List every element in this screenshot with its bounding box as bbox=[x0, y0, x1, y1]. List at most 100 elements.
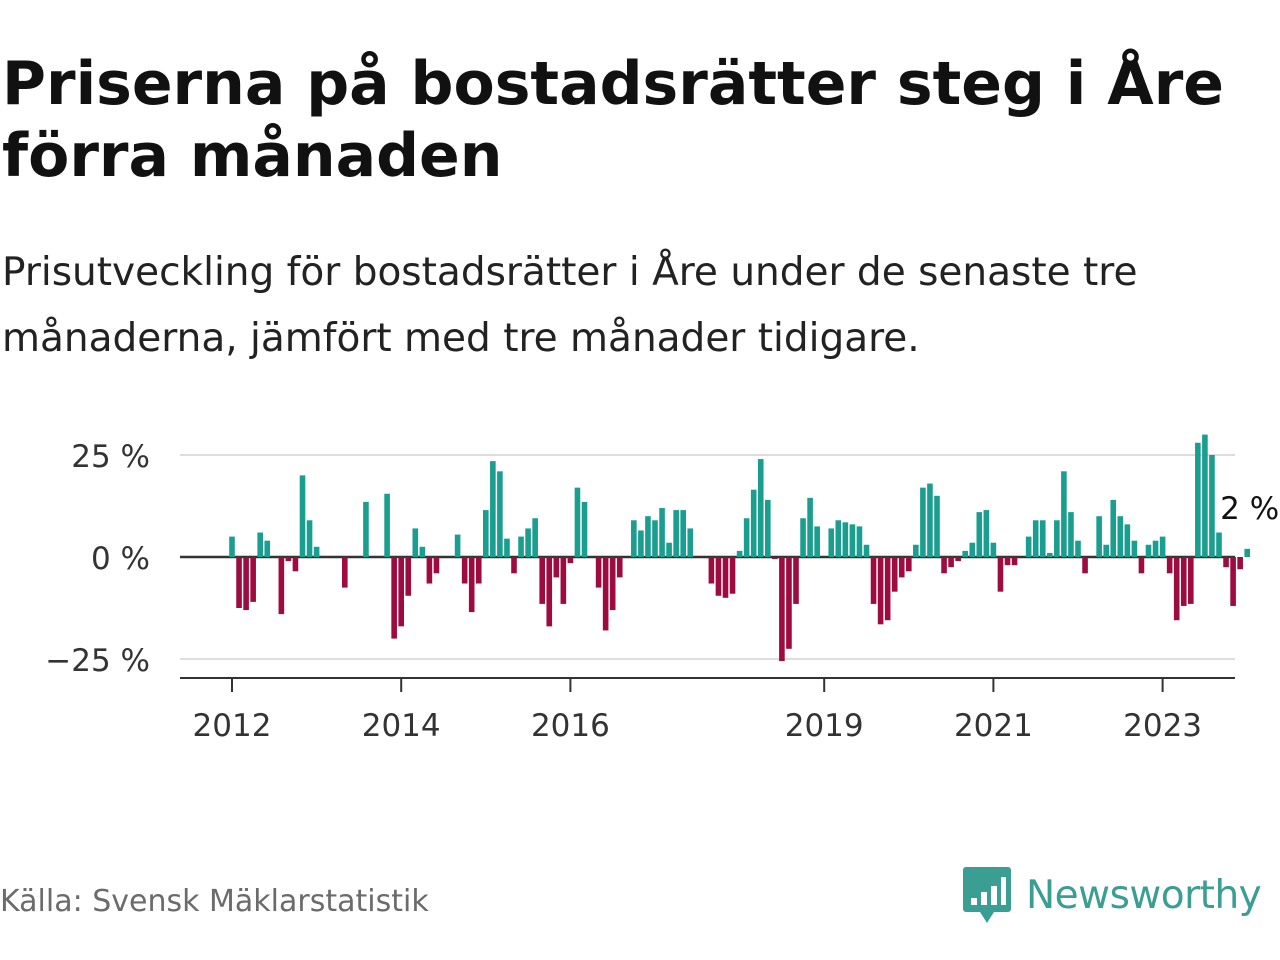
bar bbox=[920, 487, 926, 557]
bar bbox=[1138, 557, 1145, 574]
bar bbox=[1131, 540, 1138, 557]
bar bbox=[1209, 455, 1215, 557]
bar bbox=[814, 526, 820, 557]
bar bbox=[574, 487, 581, 557]
bar bbox=[264, 540, 271, 557]
bar bbox=[616, 557, 623, 578]
bar bbox=[976, 512, 983, 557]
bar bbox=[1103, 544, 1109, 557]
bar bbox=[313, 546, 320, 557]
bar bbox=[1188, 557, 1194, 604]
bar bbox=[581, 501, 588, 557]
bar bbox=[666, 542, 672, 557]
bar bbox=[906, 557, 912, 572]
bar bbox=[800, 518, 806, 557]
bar bbox=[1195, 442, 1201, 557]
bar bbox=[863, 544, 870, 557]
bar bbox=[884, 557, 891, 621]
bar bbox=[631, 520, 637, 557]
annotations: 2 % bbox=[1216, 487, 1280, 531]
bar bbox=[278, 557, 285, 615]
bar bbox=[1152, 540, 1159, 557]
bar bbox=[1124, 524, 1131, 557]
bar bbox=[285, 557, 292, 562]
bar bbox=[715, 557, 722, 596]
bar bbox=[765, 499, 771, 557]
bar bbox=[687, 528, 694, 557]
bar bbox=[779, 557, 785, 662]
x-tick-label: 2016 bbox=[531, 708, 610, 744]
bar bbox=[828, 528, 835, 557]
bar bbox=[835, 520, 842, 557]
bar bbox=[454, 534, 461, 557]
bar bbox=[391, 557, 397, 639]
bar bbox=[638, 530, 644, 557]
bar bbox=[729, 557, 736, 594]
bar bbox=[504, 538, 510, 557]
bar bbox=[673, 510, 679, 557]
bar bbox=[475, 557, 482, 584]
bar bbox=[243, 557, 249, 611]
bar bbox=[870, 557, 877, 604]
bar bbox=[560, 557, 567, 604]
bar bbox=[877, 557, 884, 625]
bar bbox=[342, 557, 348, 588]
bar bbox=[609, 557, 616, 611]
bar bbox=[483, 510, 489, 557]
bar bbox=[983, 510, 990, 557]
bar bbox=[229, 536, 235, 557]
bar bbox=[856, 526, 863, 557]
bar bbox=[525, 528, 531, 557]
bar bbox=[1004, 557, 1011, 566]
bar bbox=[1237, 557, 1243, 570]
brand-name: Newsworthy bbox=[1026, 872, 1262, 918]
bar bbox=[250, 557, 256, 602]
bar bbox=[750, 489, 757, 557]
source-note: Källa: Svensk Mäklarstatistik bbox=[0, 884, 429, 919]
bar bbox=[299, 475, 306, 557]
bar bbox=[842, 522, 849, 557]
bar bbox=[546, 557, 553, 627]
bar bbox=[1180, 557, 1187, 606]
bar bbox=[680, 510, 686, 557]
bar bbox=[468, 557, 475, 613]
bar bbox=[757, 459, 764, 557]
y-tick-label: 25 % bbox=[71, 439, 150, 475]
bar bbox=[511, 557, 517, 574]
bar bbox=[1054, 520, 1060, 557]
bar bbox=[955, 557, 961, 562]
bar bbox=[602, 557, 609, 631]
bar bbox=[539, 557, 545, 604]
bar bbox=[1025, 536, 1032, 557]
bar bbox=[913, 544, 919, 557]
bar bbox=[1244, 548, 1250, 557]
bar bbox=[306, 520, 313, 557]
x-tick-label: 2023 bbox=[1123, 708, 1202, 744]
bar bbox=[898, 557, 905, 578]
bar bbox=[1032, 520, 1039, 557]
y-tick-label: −25 % bbox=[45, 643, 150, 679]
bar bbox=[419, 546, 426, 557]
bar bbox=[652, 520, 658, 557]
bar bbox=[743, 518, 750, 557]
bar bbox=[934, 495, 940, 557]
bar bbox=[433, 557, 440, 574]
bar bbox=[722, 557, 729, 598]
bar bbox=[807, 497, 813, 557]
bar bbox=[1159, 536, 1166, 557]
bar bbox=[1047, 552, 1053, 557]
brand-logo[interactable]: Newsworthy bbox=[962, 862, 1262, 928]
page-title: Priserna på bostadsrätter steg i Åre för… bbox=[2, 49, 1224, 191]
bar bbox=[736, 550, 743, 557]
bar bbox=[490, 461, 496, 557]
bar bbox=[772, 557, 778, 560]
bar bbox=[1075, 540, 1081, 557]
bar bbox=[645, 516, 651, 557]
bar bbox=[708, 557, 715, 584]
bar bbox=[567, 557, 574, 564]
bar bbox=[405, 557, 412, 596]
bar bbox=[384, 493, 390, 557]
page-subtitle: Prisutveckling för bostadsrätter i Åre u… bbox=[2, 250, 1138, 361]
bar bbox=[595, 557, 602, 588]
bar bbox=[257, 532, 263, 557]
